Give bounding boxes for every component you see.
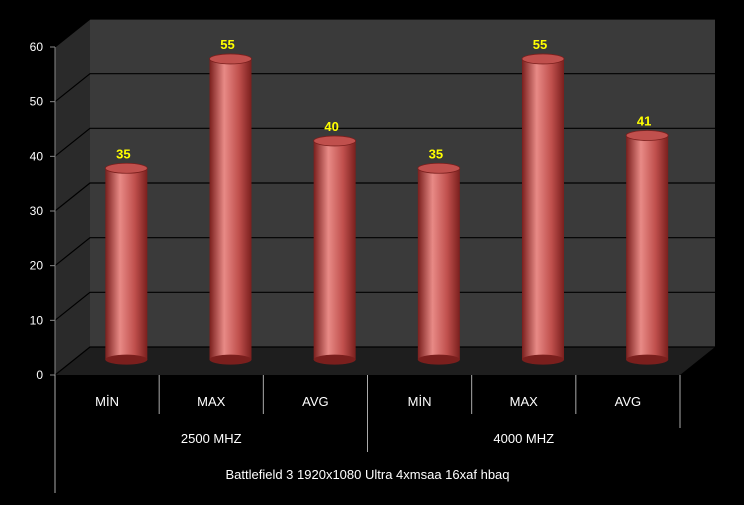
- bar-top: [417, 162, 461, 174]
- group-label: 4000 MHZ: [493, 431, 554, 446]
- group-label: 2500 MHZ: [181, 431, 242, 446]
- category-label: MAX: [197, 394, 226, 409]
- bar-base: [105, 354, 148, 365]
- category-label: AVG: [302, 394, 329, 409]
- data-label: 55: [533, 37, 547, 52]
- chart-wall: [55, 19, 715, 375]
- bar-body: [313, 140, 356, 360]
- gridline: [54, 73, 715, 103]
- bar: [104, 162, 148, 365]
- bar-base: [209, 354, 252, 365]
- bar-base: [522, 354, 564, 365]
- category-label: MAX: [510, 394, 539, 409]
- y-tick-label: 50: [30, 95, 44, 109]
- bar-body: [209, 58, 252, 360]
- data-label: 40: [324, 119, 338, 134]
- category-label: AVG: [615, 394, 642, 409]
- bar-top: [625, 130, 669, 141]
- bar-body: [105, 168, 148, 360]
- category-label: MİN: [408, 394, 432, 409]
- gridline: [54, 18, 715, 48]
- bar: [625, 130, 669, 365]
- footer-label: Battlefield 3 1920x1080 Ultra 4xmsaa 16x…: [225, 467, 509, 482]
- y-axis: 0 10 20 30 40 50 60: [30, 40, 56, 382]
- bar: [209, 53, 252, 365]
- data-label: 55: [220, 37, 234, 52]
- y-tick-label: 0: [36, 368, 43, 382]
- bars: [104, 53, 669, 365]
- data-label: 35: [116, 146, 130, 161]
- y-tick-label: 10: [30, 313, 44, 327]
- gridline: [54, 237, 715, 267]
- category-label: MİN: [95, 394, 119, 409]
- bar: [417, 162, 461, 365]
- bar-base: [417, 354, 460, 365]
- data-labels: 35 55 40 35 55 41: [116, 37, 651, 161]
- x-axis-table: MİN MAX AVG MİN MAX AVG 2500 MHZ 4000 MHZ Battle…: [54, 375, 681, 493]
- bar-body: [522, 58, 564, 360]
- gridline: [54, 291, 715, 321]
- bar-top: [209, 53, 252, 65]
- y-tick-label: 40: [30, 149, 44, 163]
- gridline: [54, 182, 715, 212]
- bar-top: [313, 135, 357, 147]
- data-label: 41: [637, 113, 651, 128]
- bar-base: [313, 354, 356, 365]
- bar-body: [417, 168, 460, 360]
- gridlines: [54, 18, 715, 376]
- bar-base: [626, 354, 669, 365]
- y-tick-label: 30: [30, 204, 44, 218]
- bar-top: [521, 53, 565, 65]
- bar: [313, 135, 357, 365]
- bar: [521, 53, 565, 365]
- y-tick-label: 60: [30, 40, 44, 54]
- y-tick-label: 20: [30, 259, 44, 273]
- gridline: [54, 127, 715, 157]
- bar-body: [626, 135, 669, 360]
- floor: [55, 347, 715, 375]
- gridline: [54, 346, 715, 376]
- bar-top: [104, 162, 148, 174]
- data-label: 35: [429, 146, 443, 161]
